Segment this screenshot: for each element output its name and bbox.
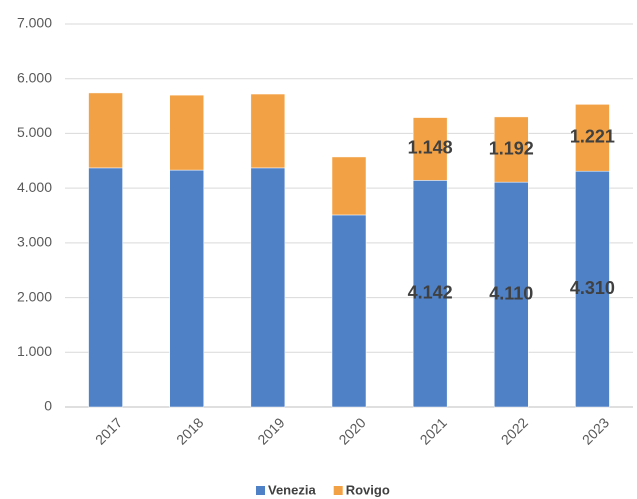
value-label: 4.310	[570, 278, 615, 298]
value-label: 1.192	[489, 138, 534, 158]
legend-swatch	[333, 486, 343, 495]
x-tick-label: 2023	[579, 414, 612, 447]
value-label: 4.110	[489, 283, 533, 303]
y-tick-label: 5.000	[17, 124, 52, 140]
bar-segment	[88, 167, 123, 408]
x-tick-label: 2017	[92, 414, 125, 447]
legend-label: Venezia	[268, 482, 316, 497]
legend-swatch	[256, 486, 265, 495]
x-tick-label: 2019	[254, 414, 287, 447]
bar-segment	[494, 116, 529, 183]
x-tick-label: 2021	[417, 414, 450, 447]
bar-segment	[412, 117, 448, 181]
x-tick-label: 2022	[498, 414, 531, 447]
x-tick-label: 2020	[335, 414, 368, 447]
bar-segment	[250, 93, 286, 169]
y-tick-label: 3.000	[17, 234, 52, 250]
y-tick-label: 6.000	[17, 69, 52, 85]
bar-segment	[412, 180, 448, 408]
legend-label: Rovigo	[346, 482, 390, 497]
bar-segment	[169, 169, 204, 408]
bar-segment	[575, 170, 610, 408]
bar-segment	[88, 92, 123, 169]
bar-segment	[575, 104, 610, 172]
value-label: 4.142	[408, 282, 453, 302]
bar-segment	[494, 181, 529, 408]
bar-segment	[331, 156, 367, 216]
y-tick-label: 1.000	[17, 343, 52, 359]
bar-segment	[250, 167, 286, 408]
y-tick-label: 4.000	[17, 179, 52, 195]
y-tick-label: 7.000	[17, 15, 52, 31]
bar-segment	[331, 214, 367, 408]
y-tick-label: 2.000	[17, 288, 52, 304]
y-tick-label: 0	[44, 398, 52, 414]
value-label: 1.221	[570, 127, 615, 147]
x-tick-label: 2018	[173, 414, 206, 447]
value-label: 1.148	[408, 138, 453, 158]
bar-segment	[169, 94, 204, 171]
